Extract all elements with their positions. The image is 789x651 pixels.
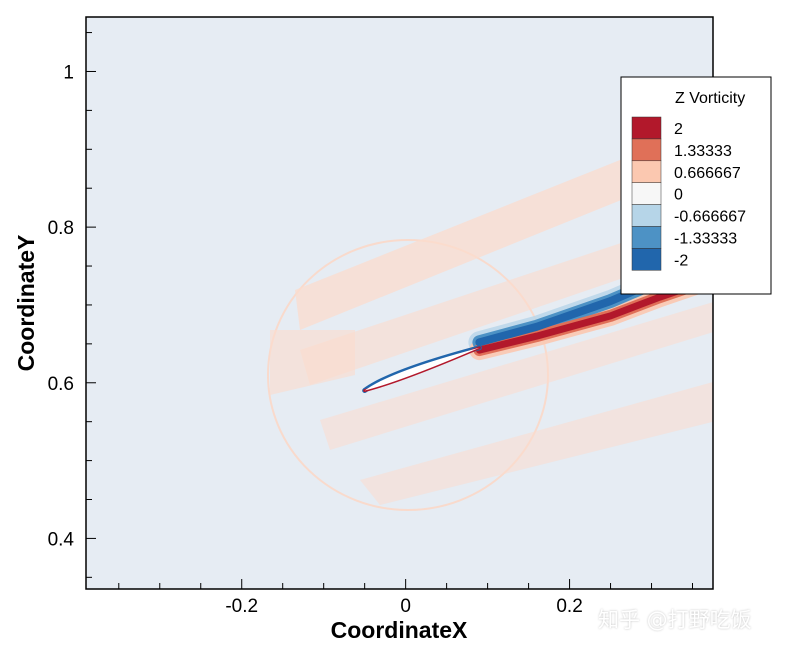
y-tick-label: 1 bbox=[63, 62, 74, 83]
legend-label: 0 bbox=[674, 187, 683, 204]
x-tick-label: -0.2 bbox=[225, 596, 258, 617]
x-axis: -0.2 0 0.2 bbox=[118, 579, 694, 617]
legend-swatch bbox=[631, 248, 662, 271]
y-axis: 0.4 0.6 0.8 1 bbox=[48, 32, 96, 578]
legend-swatch bbox=[631, 116, 662, 140]
legend-label: 1.33333 bbox=[674, 143, 732, 160]
y-tick-label: 0.4 bbox=[48, 529, 75, 550]
wake-band-4 bbox=[360, 381, 713, 505]
wake-band-5 bbox=[270, 330, 355, 395]
y-tick-label: 0.8 bbox=[48, 218, 74, 239]
airfoil-body bbox=[364, 347, 480, 391]
legend: Z Vorticity 2 1.33333 0.666667 0 -0.666667 -1… bbox=[620, 76, 772, 295]
flow-structures bbox=[267, 122, 713, 511]
legend-swatch bbox=[631, 160, 662, 183]
legend-label: -0.666667 bbox=[674, 209, 746, 226]
legend-label: -1.33333 bbox=[674, 231, 737, 248]
wake-band-1 bbox=[295, 122, 713, 330]
legend-swatch bbox=[631, 204, 662, 227]
wake-band-3 bbox=[320, 302, 713, 450]
x-tick-label: 0.2 bbox=[556, 596, 582, 617]
legend-label: -2 bbox=[674, 252, 688, 269]
x-tick-label: 0 bbox=[400, 596, 411, 617]
legend-swatch bbox=[631, 138, 662, 162]
x-axis-title: CoordinateX bbox=[331, 617, 468, 643]
wake-band-2 bbox=[300, 212, 713, 385]
legend-label: 0.666667 bbox=[674, 165, 741, 182]
legend-label: 2 bbox=[674, 121, 683, 138]
plot-frame bbox=[85, 16, 714, 590]
legend-swatch bbox=[631, 226, 662, 249]
y-axis-title: CoordinateY bbox=[13, 235, 39, 372]
y-tick-label: 0.6 bbox=[48, 374, 74, 395]
legend-title: Z Vorticity bbox=[675, 90, 745, 107]
legend-swatch bbox=[631, 182, 662, 205]
watermark: 知乎 @打野吃饭 bbox=[598, 608, 752, 632]
